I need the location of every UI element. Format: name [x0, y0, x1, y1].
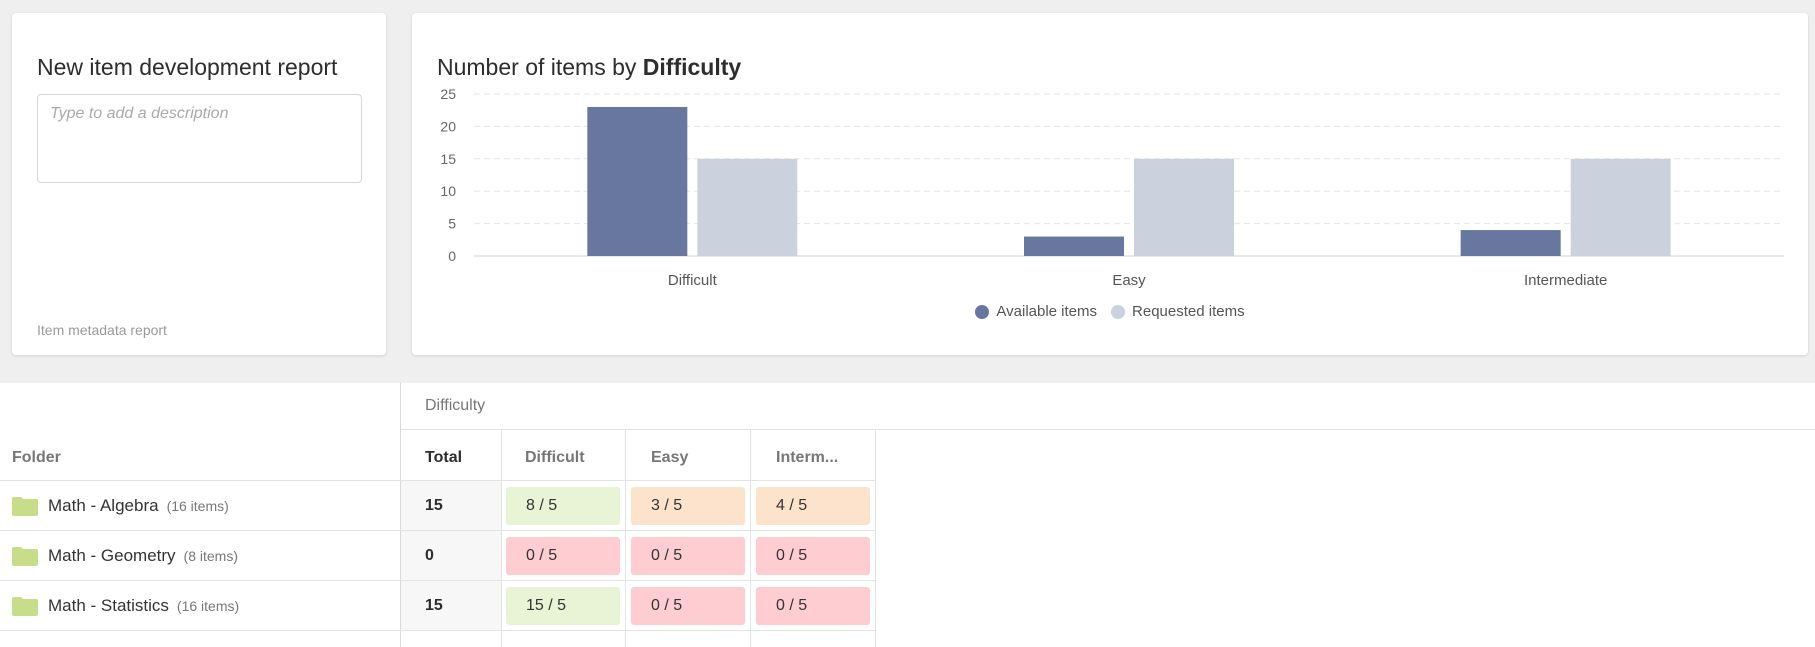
folder-name: Math - Geometry [48, 546, 176, 565]
column-divider [625, 430, 626, 647]
report-title[interactable]: New item development report [37, 54, 338, 80]
folder-icon [12, 546, 38, 566]
column-divider [501, 430, 502, 647]
report-info-card: New item development report Item metadat… [12, 13, 386, 355]
folder-item-count: (16 items) [176, 598, 240, 614]
divider [401, 429, 1815, 430]
table-row[interactable]: Math - Geometry (8 items) [0, 531, 401, 581]
legend-item-available[interactable]: Available items [975, 303, 1097, 320]
coverage-cell-easy[interactable]: 0 / 5 [631, 537, 745, 575]
coverage-cell-intermediate[interactable]: 0 / 5 [756, 587, 870, 625]
total-cell: 15 [401, 581, 501, 630]
chart-legend: Available items Requested items [412, 303, 1808, 320]
row-divider [0, 480, 876, 481]
bar-requested[interactable] [697, 158, 798, 256]
row-divider [0, 630, 876, 631]
chart-title-dimension: Difficulty [642, 54, 742, 80]
x-tick-label: Easy [1112, 272, 1146, 289]
y-tick-label: 0 [448, 248, 456, 264]
bar-chart: 0 5 10 15 20 25 Difficult Easy Intermediate [440, 86, 1784, 289]
x-tick-label: Intermediate [1524, 272, 1607, 289]
coverage-cell-intermediate[interactable]: 0 / 5 [756, 537, 870, 575]
folder-column: Folder [0, 383, 401, 647]
bar-available[interactable] [587, 106, 688, 257]
folder-name: Math - Statistics [48, 596, 169, 615]
column-header-difficult[interactable]: Difficult [525, 449, 585, 466]
folder-name: Math - Algebra [48, 496, 159, 515]
y-tick-label: 25 [440, 86, 456, 102]
legend-label-available: Available items [996, 303, 1098, 320]
y-tick-label: 5 [448, 216, 456, 232]
table-row[interactable]: Math - Algebra (16 items) [0, 481, 401, 531]
dashboard-top-area: New item development report Item metadat… [0, 0, 1815, 383]
coverage-cell-easy[interactable]: 3 / 5 [631, 487, 745, 525]
chart-title: Number of items by Difficulty [437, 54, 741, 81]
report-type-label: Item metadata report [37, 322, 167, 338]
column-divider [750, 430, 751, 647]
x-tick-label: Difficult [668, 272, 718, 289]
folder-item-count: (16 items) [166, 498, 229, 514]
row-divider [0, 530, 876, 531]
chart-card: Number of items by Difficulty 0 5 10 15 20 25… [412, 13, 1808, 355]
legend-label-requested: Requested items [1132, 303, 1245, 320]
coverage-cell-difficult[interactable]: 15 / 5 [506, 587, 620, 625]
table-row[interactable]: Math - Statistics (16 items) [0, 581, 401, 631]
bar-available[interactable] [1460, 230, 1561, 256]
column-divider [875, 430, 876, 647]
column-header-total[interactable]: Total [425, 449, 463, 466]
folder-column-header[interactable]: Folder [12, 449, 61, 466]
legend-dot-requested [1111, 304, 1126, 319]
total-cell: 0 [401, 531, 501, 580]
chart-title-prefix: Number of items by [437, 54, 643, 80]
y-tick-label: 10 [440, 183, 456, 199]
y-tick-label: 15 [440, 151, 456, 167]
legend-item-requested[interactable]: Requested items [1111, 303, 1245, 320]
pivot-table: Folder Difficulty Total Difficult Easy Inte… [0, 383, 1815, 647]
difficulty-group-header: Difficulty [425, 397, 486, 414]
bar-requested[interactable] [1570, 158, 1671, 256]
total-cell: 15 [401, 481, 501, 530]
coverage-cell-difficult[interactable]: 8 / 5 [506, 487, 620, 525]
column-header-easy[interactable]: Easy [651, 449, 689, 466]
column-header-intermediate[interactable]: Interm... [776, 449, 839, 466]
description-input[interactable] [37, 94, 362, 183]
coverage-cell-difficult[interactable]: 0 / 5 [506, 537, 620, 575]
legend-dot-available [975, 304, 990, 319]
coverage-cell-easy[interactable]: 0 / 5 [631, 587, 745, 625]
folder-icon [12, 596, 38, 616]
y-tick-label: 20 [440, 118, 456, 134]
row-divider [0, 580, 876, 581]
bar-requested[interactable] [1134, 158, 1234, 256]
folder-icon [12, 496, 38, 516]
bar-available[interactable] [1024, 236, 1124, 256]
folder-item-count: (8 items) [183, 548, 238, 564]
coverage-cell-intermediate[interactable]: 4 / 5 [756, 487, 870, 525]
